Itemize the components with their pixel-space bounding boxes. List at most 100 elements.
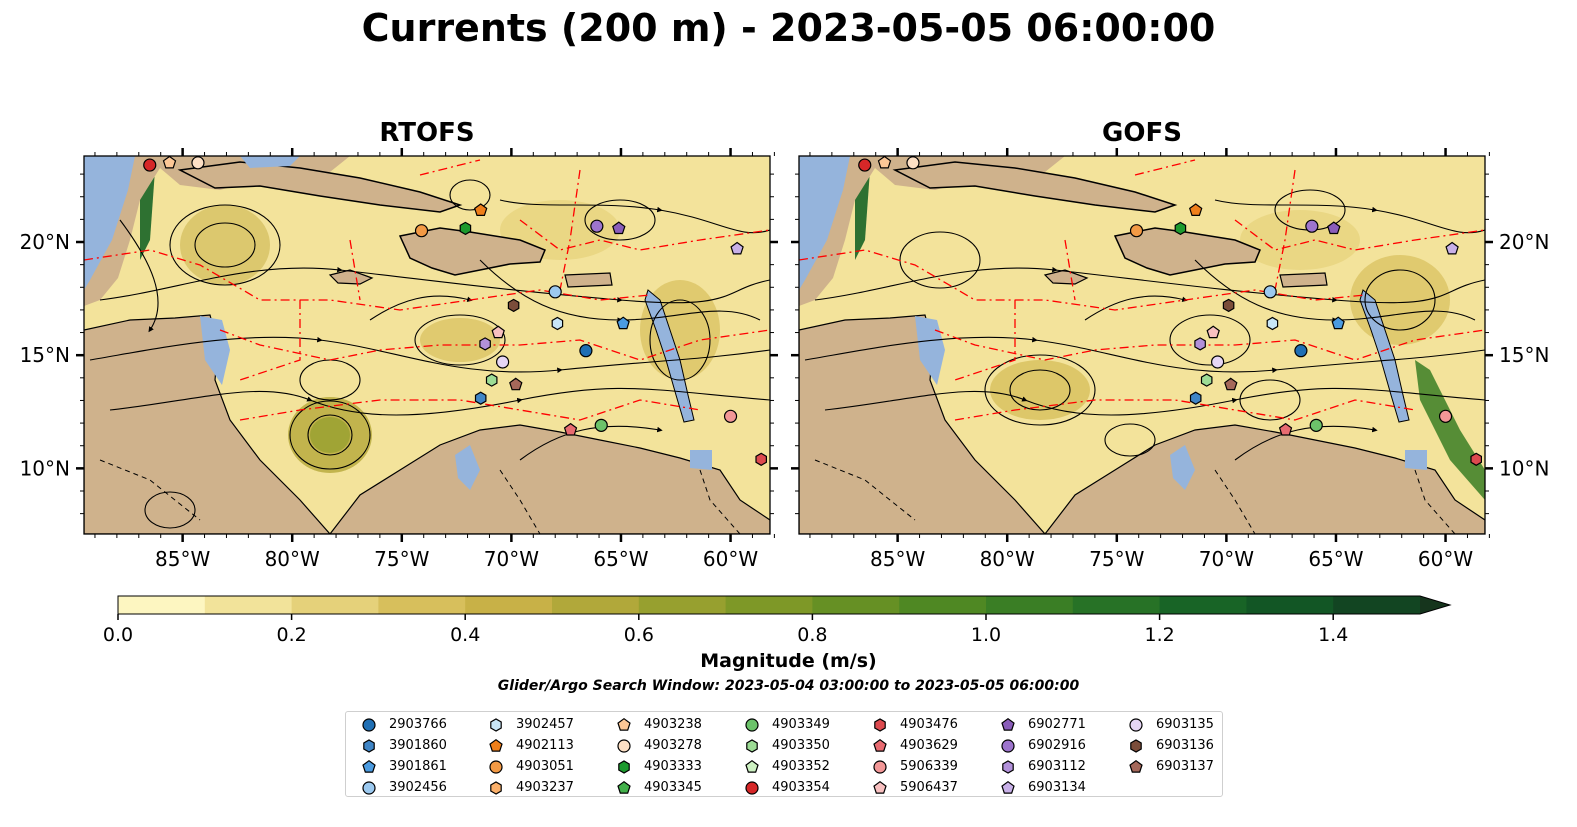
- legend-marker-6903137: [1129, 759, 1143, 773]
- float-marker-6902771: [1327, 221, 1341, 235]
- float-marker-4903333: [1174, 221, 1187, 236]
- legend-item-6903135: 6903135: [1128, 714, 1214, 735]
- legend-item-4903051: 4903051: [488, 756, 574, 777]
- float-marker-4903350: [485, 373, 498, 387]
- legend-item-6903136: 6903136: [1128, 735, 1214, 756]
- float-marker-4903333: [459, 221, 472, 236]
- gofs-float-markers: [858, 155, 1483, 466]
- legend-marker-icon: [362, 780, 376, 795]
- legend-label: 3902457: [516, 717, 574, 732]
- legend-label: 4903629: [900, 738, 958, 753]
- float-marker-6902916: [590, 219, 604, 233]
- float-marker-4903238: [162, 155, 177, 169]
- legend-label: 3902456: [389, 780, 447, 795]
- lat-tick-label: 20°N: [20, 230, 70, 254]
- colorbar-tick-label: 1.0: [971, 624, 1001, 646]
- legend-item-4903278: 4903278: [616, 735, 702, 756]
- float-legend: 2903766 3901860 3901861 3902456 3902457 49021…: [345, 711, 1223, 797]
- legend-label: 6903137: [1156, 759, 1214, 774]
- legend-label: 6903112: [1028, 759, 1086, 774]
- legend-marker-icon: [362, 717, 376, 732]
- lon-tick-label: 75°W: [1089, 547, 1144, 571]
- float-marker-2903766: [579, 344, 593, 358]
- float-marker-4903476: [755, 452, 768, 466]
- legend-item-4903349: 4903349: [744, 714, 830, 735]
- legend-item-6902771: 6902771: [1000, 714, 1086, 735]
- legend-marker-icon: [617, 717, 631, 731]
- float-marker-4902113: [1188, 203, 1203, 216]
- legend-marker-icon: [1002, 759, 1014, 774]
- legend-marker-icon: [745, 759, 759, 773]
- legend-marker-3901861: [362, 759, 376, 773]
- figure-title: Currents (200 m) - 2023-05-05 06:00:00: [361, 6, 1216, 50]
- lon-tick-label: 60°W: [703, 547, 758, 571]
- eez-boundaries-gofs: [799, 159, 1485, 421]
- float-marker-3901860: [474, 391, 487, 405]
- float-marker-5906339: [723, 409, 738, 423]
- legend-marker-icon: [745, 780, 759, 795]
- legend-label: 5906437: [900, 780, 958, 795]
- float-marker-6902916: [1305, 219, 1319, 233]
- colorbar-extend-arrow: [1420, 596, 1450, 614]
- streamlines: [89, 179, 770, 529]
- gofs-map: [799, 156, 1485, 534]
- legend-item-3902456: 3902456: [361, 777, 447, 798]
- lat-tick-label: 15°N: [20, 343, 70, 367]
- legend-item-4902113: 4902113: [488, 735, 574, 756]
- float-marker-6903137: [1224, 377, 1238, 391]
- legend-label: 4903333: [644, 759, 702, 774]
- float-marker-3902457: [551, 316, 564, 331]
- legend-item-5906339: 5906339: [872, 756, 958, 777]
- land-south-america: [329, 424, 770, 534]
- colorbar-segment: [1159, 596, 1247, 614]
- legend-label: 4903238: [644, 717, 702, 732]
- legend-marker-4903629: [873, 738, 887, 752]
- legend-item-3901860: 3901860: [361, 735, 447, 756]
- float-marker-6903112: [479, 337, 491, 351]
- colorbar-segment: [812, 596, 900, 614]
- float-marker-4903238: [877, 155, 892, 169]
- legend-label: 6902771: [1028, 717, 1086, 732]
- legend-label: 4903345: [644, 780, 702, 795]
- legend-item-4903333: 4903333: [616, 756, 702, 777]
- colorbar-tick-label: 1.4: [1318, 624, 1348, 646]
- legend-marker-icon: [617, 738, 631, 753]
- float-marker-3901860: [1189, 391, 1202, 405]
- float-marker-4903350: [1200, 373, 1213, 387]
- legend-marker-6903136: [1130, 738, 1142, 753]
- land-borders: [99, 459, 741, 534]
- legend-marker-icon: [1130, 738, 1142, 753]
- legend-item-6903112: 6903112: [1000, 756, 1086, 777]
- legend-item-2903766: 2903766: [361, 714, 447, 735]
- colorbar: 0.0 0.2 0.4 0.6 0.8 1.0 1.2 1.4: [103, 595, 1452, 646]
- legend-marker-6902771: [1001, 717, 1015, 731]
- lat-tick-label: 10°N: [20, 456, 70, 480]
- float-marker-4902113: [473, 203, 488, 216]
- lon-tick-label: 65°W: [593, 547, 648, 571]
- legend-label: 4903350: [772, 738, 830, 753]
- legend-marker-5906437: [873, 780, 887, 794]
- float-marker-3902456: [548, 285, 562, 299]
- legend-marker-icon: [489, 738, 503, 752]
- legend-marker-4903238: [617, 717, 631, 731]
- legend-marker-icon: [363, 738, 375, 753]
- lat-tick-label: 10°N: [1499, 456, 1549, 480]
- colorbar-segment: [638, 596, 727, 614]
- colorbar-tick-label: 0.0: [103, 624, 133, 646]
- legend-marker-icon: [490, 780, 502, 795]
- legend-label: 2903766: [389, 717, 447, 732]
- legend-marker-4903333: [618, 759, 630, 774]
- legend-item-3901861: 3901861: [361, 756, 447, 777]
- land-south-america-gofs: [1044, 424, 1485, 534]
- legend-marker-icon: [618, 759, 630, 774]
- legend-marker-4903345: [617, 780, 631, 794]
- legend-marker-icon: [746, 738, 758, 753]
- legend-marker-icon: [1129, 759, 1143, 773]
- rtofs-frame: [83, 155, 771, 535]
- float-marker-6903134: [730, 241, 744, 255]
- legend-marker-4902113: [489, 738, 503, 752]
- lat-tick-label: 20°N: [1499, 230, 1549, 254]
- colorbar-segment: [1333, 596, 1421, 614]
- float-marker-4903349: [594, 418, 608, 432]
- rtofs-float-markers: [143, 155, 768, 466]
